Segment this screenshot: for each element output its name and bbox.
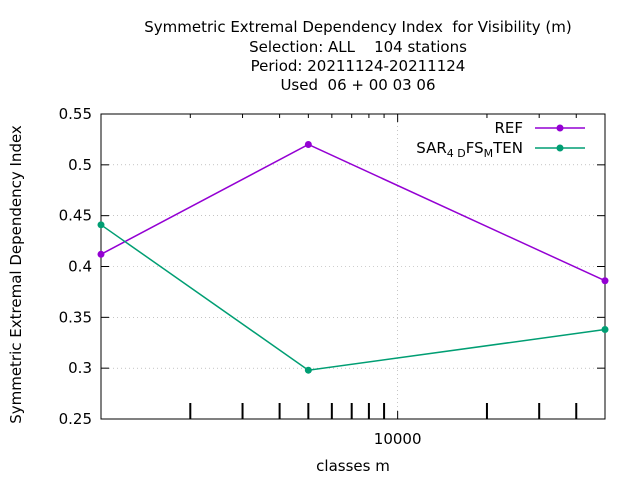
data-point: [304, 366, 312, 374]
y-tick-label: 0.25: [59, 410, 92, 428]
data-point: [601, 277, 609, 285]
y-tick-label: 0.4: [68, 258, 92, 276]
y-axis: 0.25 0.3 0.35 0.4 0.45 0.5 0.55: [59, 105, 605, 428]
title-line-4: Used 06 + 00 03 06: [280, 76, 436, 94]
title-line-1: Symmetric Extremal Dependency Index for …: [144, 18, 572, 36]
x-tick-label: 10000: [374, 430, 422, 448]
legend-marker: [556, 124, 564, 132]
data-point: [97, 250, 105, 258]
y-tick-label: 0.35: [59, 308, 92, 326]
series-layer: [97, 141, 609, 374]
title-line-3: Period: 20211124-20211124: [250, 57, 466, 75]
data-point: [601, 326, 609, 334]
x-axis-label: classes m: [316, 457, 390, 475]
grid: [101, 114, 605, 419]
legend: REF SAR4 DFSMTEN: [416, 119, 585, 160]
legend-label-2: SAR4 DFSMTEN: [416, 139, 523, 160]
y-tick-label: 0.55: [59, 105, 92, 123]
data-point: [97, 221, 105, 229]
title-line-2: Selection: ALL 104 stations: [249, 38, 467, 56]
y-tick-label: 0.3: [68, 359, 92, 377]
y-axis-label: Symmetric Extremal Dependency Index: [7, 125, 25, 424]
y-tick-label: 0.5: [68, 156, 92, 174]
y-tick-label: 0.45: [59, 207, 92, 225]
data-point: [304, 141, 312, 148]
legend-label-1: REF: [494, 119, 523, 137]
x-axis: 10000: [189, 114, 578, 448]
legend-marker: [556, 144, 564, 152]
